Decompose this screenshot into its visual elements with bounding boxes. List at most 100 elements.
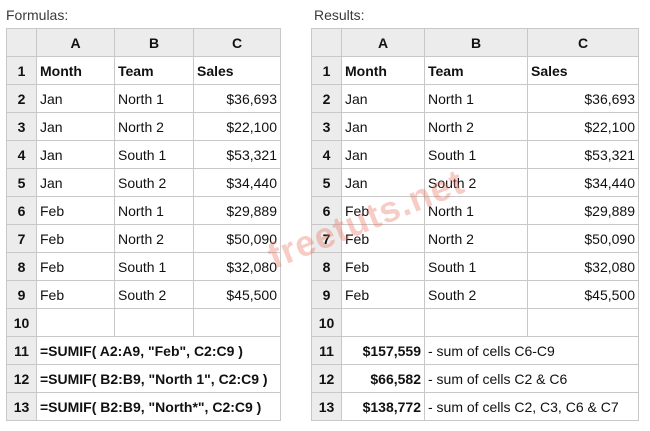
- team-cell[interactable]: South 2: [114, 280, 194, 309]
- formula-cell[interactable]: =SUMIF( B2:B9, "North 1", C2:C9 ): [36, 364, 281, 393]
- column-header-c[interactable]: C: [193, 28, 281, 57]
- cell-b1[interactable]: Team: [424, 56, 528, 85]
- month-cell[interactable]: Feb: [36, 252, 115, 281]
- month-cell[interactable]: Jan: [36, 168, 115, 197]
- team-cell[interactable]: South 1: [424, 140, 528, 169]
- row-number[interactable]: 2: [311, 84, 342, 113]
- row-number[interactable]: 11: [311, 336, 342, 365]
- row-number[interactable]: 1: [311, 56, 342, 85]
- month-cell[interactable]: Feb: [36, 224, 115, 253]
- row-number[interactable]: 6: [6, 196, 37, 225]
- team-cell[interactable]: North 1: [114, 84, 194, 113]
- column-header-c[interactable]: C: [527, 28, 639, 57]
- sales-cell[interactable]: $36,693: [193, 84, 281, 113]
- empty-cell[interactable]: [527, 308, 639, 337]
- team-cell[interactable]: South 1: [114, 140, 194, 169]
- row-number[interactable]: 10: [6, 308, 37, 337]
- month-cell[interactable]: Jan: [36, 140, 115, 169]
- month-cell[interactable]: Feb: [341, 252, 425, 281]
- month-cell[interactable]: Feb: [341, 196, 425, 225]
- team-cell[interactable]: North 2: [114, 112, 194, 141]
- empty-cell[interactable]: [424, 308, 528, 337]
- sales-cell[interactable]: $50,090: [527, 224, 639, 253]
- month-cell[interactable]: Feb: [36, 196, 115, 225]
- row-number[interactable]: 10: [311, 308, 342, 337]
- empty-cell[interactable]: [114, 308, 194, 337]
- team-cell[interactable]: North 1: [424, 196, 528, 225]
- column-header-a[interactable]: A: [341, 28, 425, 57]
- row-number[interactable]: 6: [311, 196, 342, 225]
- cell-b1[interactable]: Team: [114, 56, 194, 85]
- sales-cell[interactable]: $50,090: [193, 224, 281, 253]
- row-number[interactable]: 2: [6, 84, 37, 113]
- row-number[interactable]: 3: [311, 112, 342, 141]
- result-cell[interactable]: $138,772: [341, 392, 425, 421]
- row-number[interactable]: 11: [6, 336, 37, 365]
- sales-cell[interactable]: $36,693: [527, 84, 639, 113]
- month-cell[interactable]: Jan: [341, 168, 425, 197]
- row-number[interactable]: 5: [311, 168, 342, 197]
- corner-cell[interactable]: [311, 28, 342, 57]
- team-cell[interactable]: South 2: [424, 168, 528, 197]
- empty-cell[interactable]: [193, 308, 281, 337]
- month-cell[interactable]: Jan: [36, 112, 115, 141]
- cell-c1[interactable]: Sales: [527, 56, 639, 85]
- month-cell[interactable]: Jan: [341, 112, 425, 141]
- cell-c1[interactable]: Sales: [193, 56, 281, 85]
- month-cell[interactable]: Jan: [36, 84, 115, 113]
- row-number[interactable]: 12: [311, 364, 342, 393]
- cell-a1[interactable]: Month: [36, 56, 115, 85]
- sales-cell[interactable]: $45,500: [527, 280, 639, 309]
- sales-cell[interactable]: $53,321: [527, 140, 639, 169]
- team-cell[interactable]: South 1: [424, 252, 528, 281]
- sales-cell[interactable]: $53,321: [193, 140, 281, 169]
- month-cell[interactable]: Jan: [341, 84, 425, 113]
- sales-cell[interactable]: $32,080: [193, 252, 281, 281]
- row-number[interactable]: 9: [311, 280, 342, 309]
- sales-cell[interactable]: $29,889: [527, 196, 639, 225]
- row-number[interactable]: 3: [6, 112, 37, 141]
- team-cell[interactable]: North 2: [114, 224, 194, 253]
- sales-cell[interactable]: $29,889: [193, 196, 281, 225]
- team-cell[interactable]: South 2: [114, 168, 194, 197]
- row-number[interactable]: 13: [311, 392, 342, 421]
- sales-cell[interactable]: $34,440: [527, 168, 639, 197]
- team-cell[interactable]: North 2: [424, 112, 528, 141]
- month-cell[interactable]: Feb: [341, 280, 425, 309]
- row-number[interactable]: 8: [6, 252, 37, 281]
- sales-cell[interactable]: $34,440: [193, 168, 281, 197]
- row-number[interactable]: 7: [6, 224, 37, 253]
- month-cell[interactable]: Jan: [341, 140, 425, 169]
- row-number[interactable]: 12: [6, 364, 37, 393]
- team-cell[interactable]: North 1: [424, 84, 528, 113]
- formula-cell[interactable]: =SUMIF( A2:A9, "Feb", C2:C9 ): [36, 336, 281, 365]
- result-cell[interactable]: $66,582: [341, 364, 425, 393]
- sales-cell[interactable]: $32,080: [527, 252, 639, 281]
- column-header-b[interactable]: B: [424, 28, 528, 57]
- team-cell[interactable]: South 2: [424, 280, 528, 309]
- sales-cell[interactable]: $45,500: [193, 280, 281, 309]
- formula-cell[interactable]: =SUMIF( B2:B9, "North*", C2:C9 ): [36, 392, 281, 421]
- month-cell[interactable]: Feb: [341, 224, 425, 253]
- sales-cell[interactable]: $22,100: [193, 112, 281, 141]
- row-number[interactable]: 8: [311, 252, 342, 281]
- row-number[interactable]: 13: [6, 392, 37, 421]
- row-number[interactable]: 4: [6, 140, 37, 169]
- month-cell[interactable]: Feb: [36, 280, 115, 309]
- cell-a1[interactable]: Month: [341, 56, 425, 85]
- corner-cell[interactable]: [6, 28, 37, 57]
- result-cell[interactable]: $157,559: [341, 336, 425, 365]
- column-header-b[interactable]: B: [114, 28, 194, 57]
- team-cell[interactable]: North 2: [424, 224, 528, 253]
- column-header-a[interactable]: A: [36, 28, 115, 57]
- row-number[interactable]: 1: [6, 56, 37, 85]
- team-cell[interactable]: South 1: [114, 252, 194, 281]
- empty-cell[interactable]: [36, 308, 115, 337]
- row-number[interactable]: 7: [311, 224, 342, 253]
- row-number[interactable]: 5: [6, 168, 37, 197]
- team-cell[interactable]: North 1: [114, 196, 194, 225]
- empty-cell[interactable]: [341, 308, 425, 337]
- sales-cell[interactable]: $22,100: [527, 112, 639, 141]
- row-number[interactable]: 9: [6, 280, 37, 309]
- row-number[interactable]: 4: [311, 140, 342, 169]
